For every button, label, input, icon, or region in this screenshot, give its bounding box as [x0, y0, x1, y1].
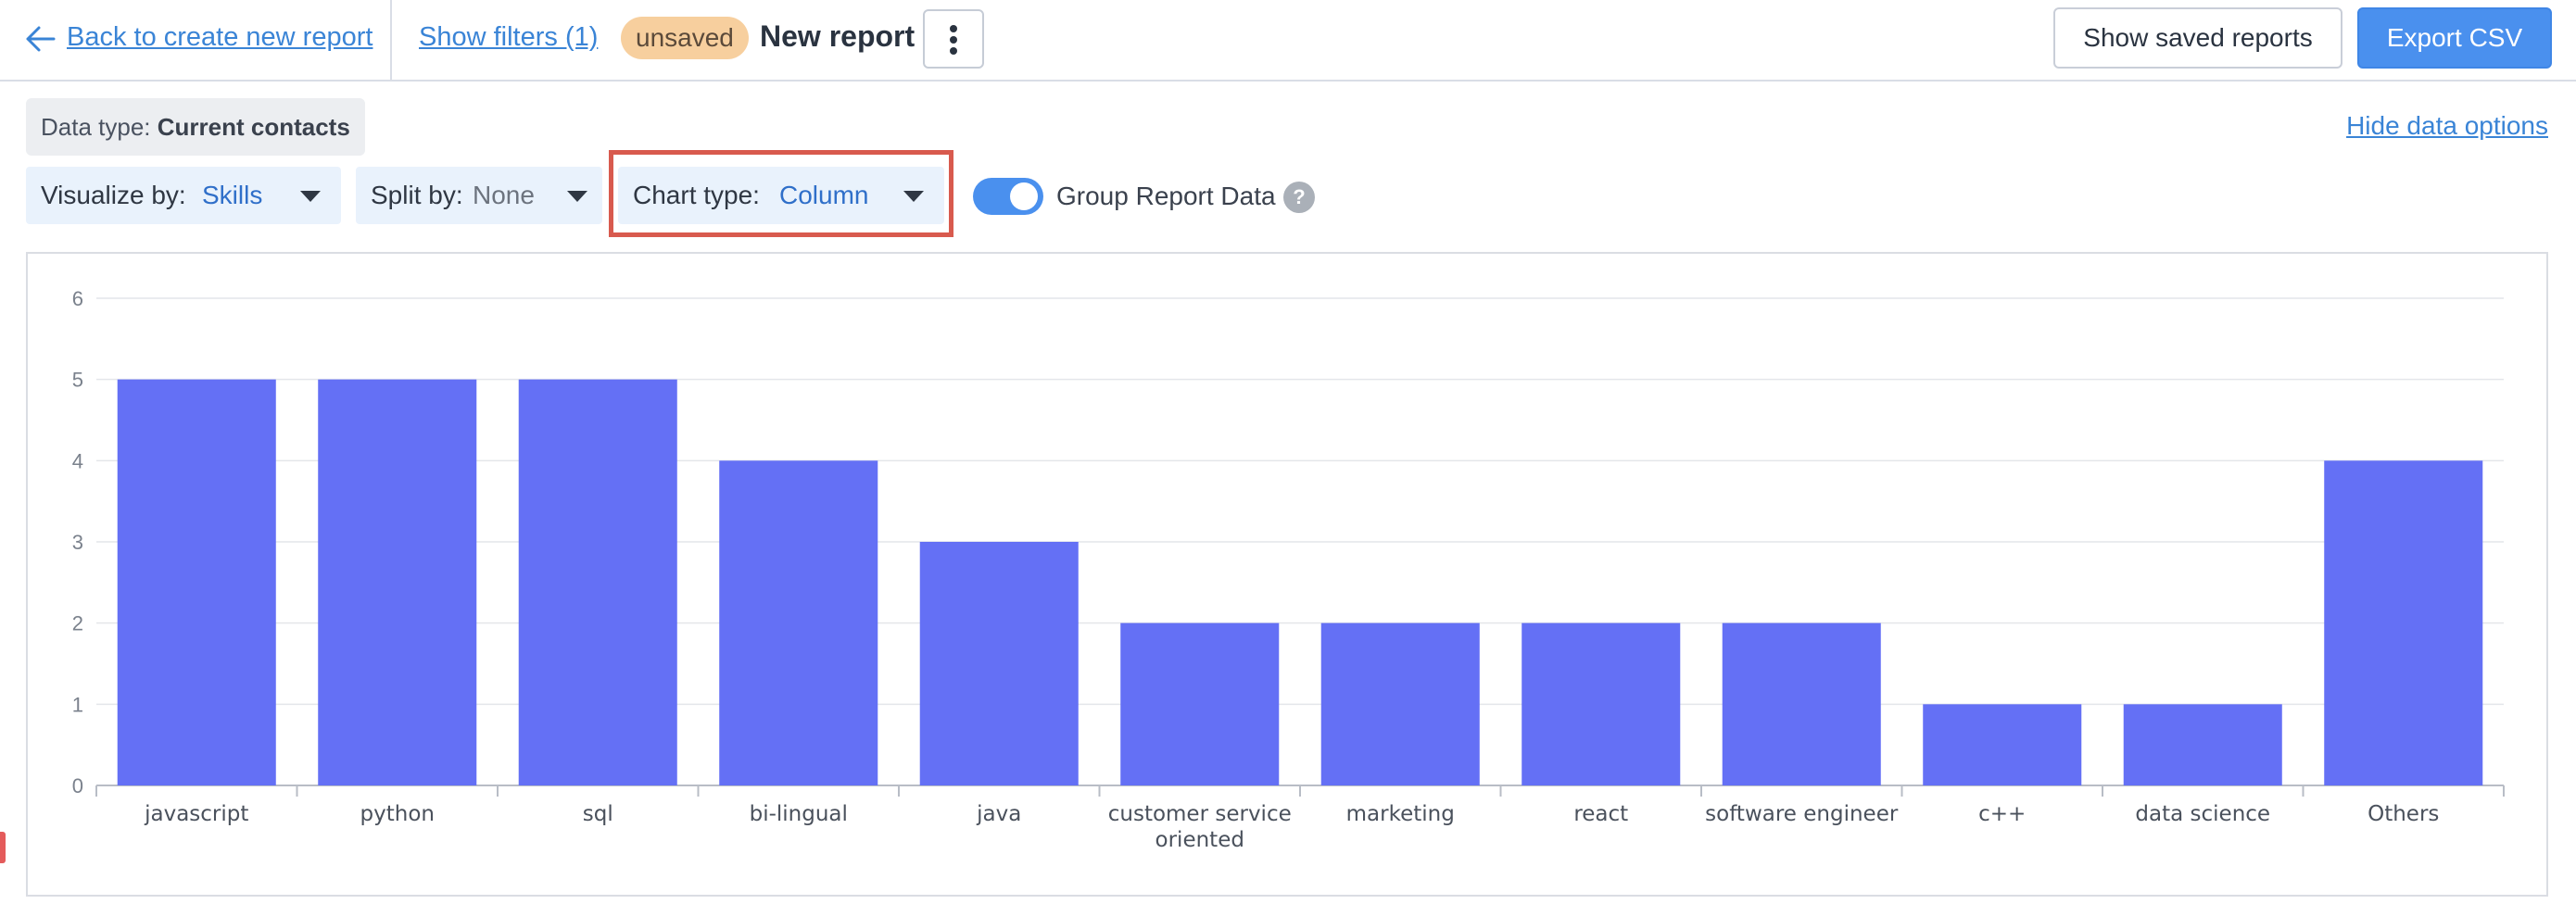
x-tick-label: java: [976, 802, 1021, 826]
more-options-button[interactable]: [923, 9, 984, 69]
y-tick-label: 0: [72, 774, 83, 797]
x-tick-label: c++: [1978, 802, 2026, 826]
data-type-chip: Data type: Current contacts: [26, 98, 365, 156]
chart-type-select[interactable]: Chart type: Column: [618, 167, 944, 224]
caret-down-icon: [567, 191, 587, 202]
hide-data-options-link[interactable]: Hide data options: [2346, 111, 2548, 140]
vertical-dots-icon: [950, 25, 957, 55]
x-tick-label: oriented: [1155, 828, 1244, 852]
bar: [1722, 622, 1881, 785]
bar: [117, 379, 276, 785]
visualize-by-select[interactable]: Visualize by: Skills: [26, 167, 341, 224]
y-tick-label: 1: [72, 693, 83, 716]
bar: [1522, 622, 1681, 785]
report-title: New report: [760, 19, 915, 53]
back-arrow-icon[interactable]: [20, 22, 57, 56]
x-tick-label: software engineer: [1705, 802, 1899, 826]
split-by-value: None: [473, 181, 535, 209]
y-tick-label: 3: [72, 531, 83, 554]
divider: [390, 0, 392, 82]
bar: [1923, 704, 2082, 785]
status-badge: unsaved: [621, 17, 749, 59]
x-tick-label: javascript: [144, 802, 248, 826]
caret-down-icon: [300, 191, 321, 202]
x-tick-label: Others: [2368, 802, 2439, 826]
x-tick-label: bi-lingual: [750, 802, 848, 826]
edge-marker: [0, 832, 6, 863]
column-chart: 0 1 2 3 4 5 6 javascript python sql bi-lingual java…: [72, 287, 2505, 852]
visualize-by-label: Visualize by:: [41, 181, 186, 209]
help-icon[interactable]: ?: [1283, 182, 1315, 213]
y-tick-label: 5: [72, 369, 83, 392]
bar: [719, 460, 878, 785]
bar: [2123, 704, 2282, 785]
data-type-label: Data type:: [41, 113, 151, 141]
split-by-label: Split by:: [371, 181, 463, 209]
chart-type-label: Chart type:: [633, 181, 760, 209]
x-tick-label: data science: [2135, 802, 2270, 826]
top-bar: Back to create new report Show filters (…: [0, 0, 2576, 82]
bar: [318, 379, 477, 785]
y-tick-label: 6: [72, 287, 83, 310]
show-saved-reports-button[interactable]: Show saved reports: [2053, 7, 2342, 69]
visualize-by-value: Skills: [202, 181, 263, 209]
bar: [1320, 622, 1480, 785]
x-tick-label: react: [1573, 802, 1628, 826]
y-tick-label: 2: [72, 612, 83, 635]
bar: [2324, 460, 2483, 785]
bar: [919, 542, 1079, 785]
x-tick-label: python: [360, 802, 435, 826]
chart-panel: 0 1 2 3 4 5 6 javascript python sql bi-lingual java…: [26, 252, 2548, 897]
bar: [518, 379, 677, 785]
x-tick-label: sql: [583, 802, 613, 826]
back-to-create-report-link[interactable]: Back to create new report: [67, 22, 373, 52]
group-report-data-label: Group Report Data: [1056, 182, 1276, 210]
group-report-data-toggle[interactable]: [973, 178, 1043, 215]
split-by-select[interactable]: Split by: None: [356, 167, 602, 224]
show-filters-link[interactable]: Show filters (1): [419, 22, 599, 52]
x-tick-label: customer service: [1108, 802, 1292, 826]
x-tick-label: marketing: [1346, 802, 1455, 826]
data-type-value: Current contacts: [157, 113, 350, 141]
chart-type-highlight: [609, 150, 953, 237]
chart-type-value: Column: [779, 181, 869, 209]
caret-down-icon: [903, 191, 924, 202]
export-csv-button[interactable]: Export CSV: [2357, 7, 2552, 69]
bar: [1120, 622, 1280, 785]
y-tick-label: 4: [72, 449, 83, 472]
toggle-knob: [1010, 182, 1038, 210]
